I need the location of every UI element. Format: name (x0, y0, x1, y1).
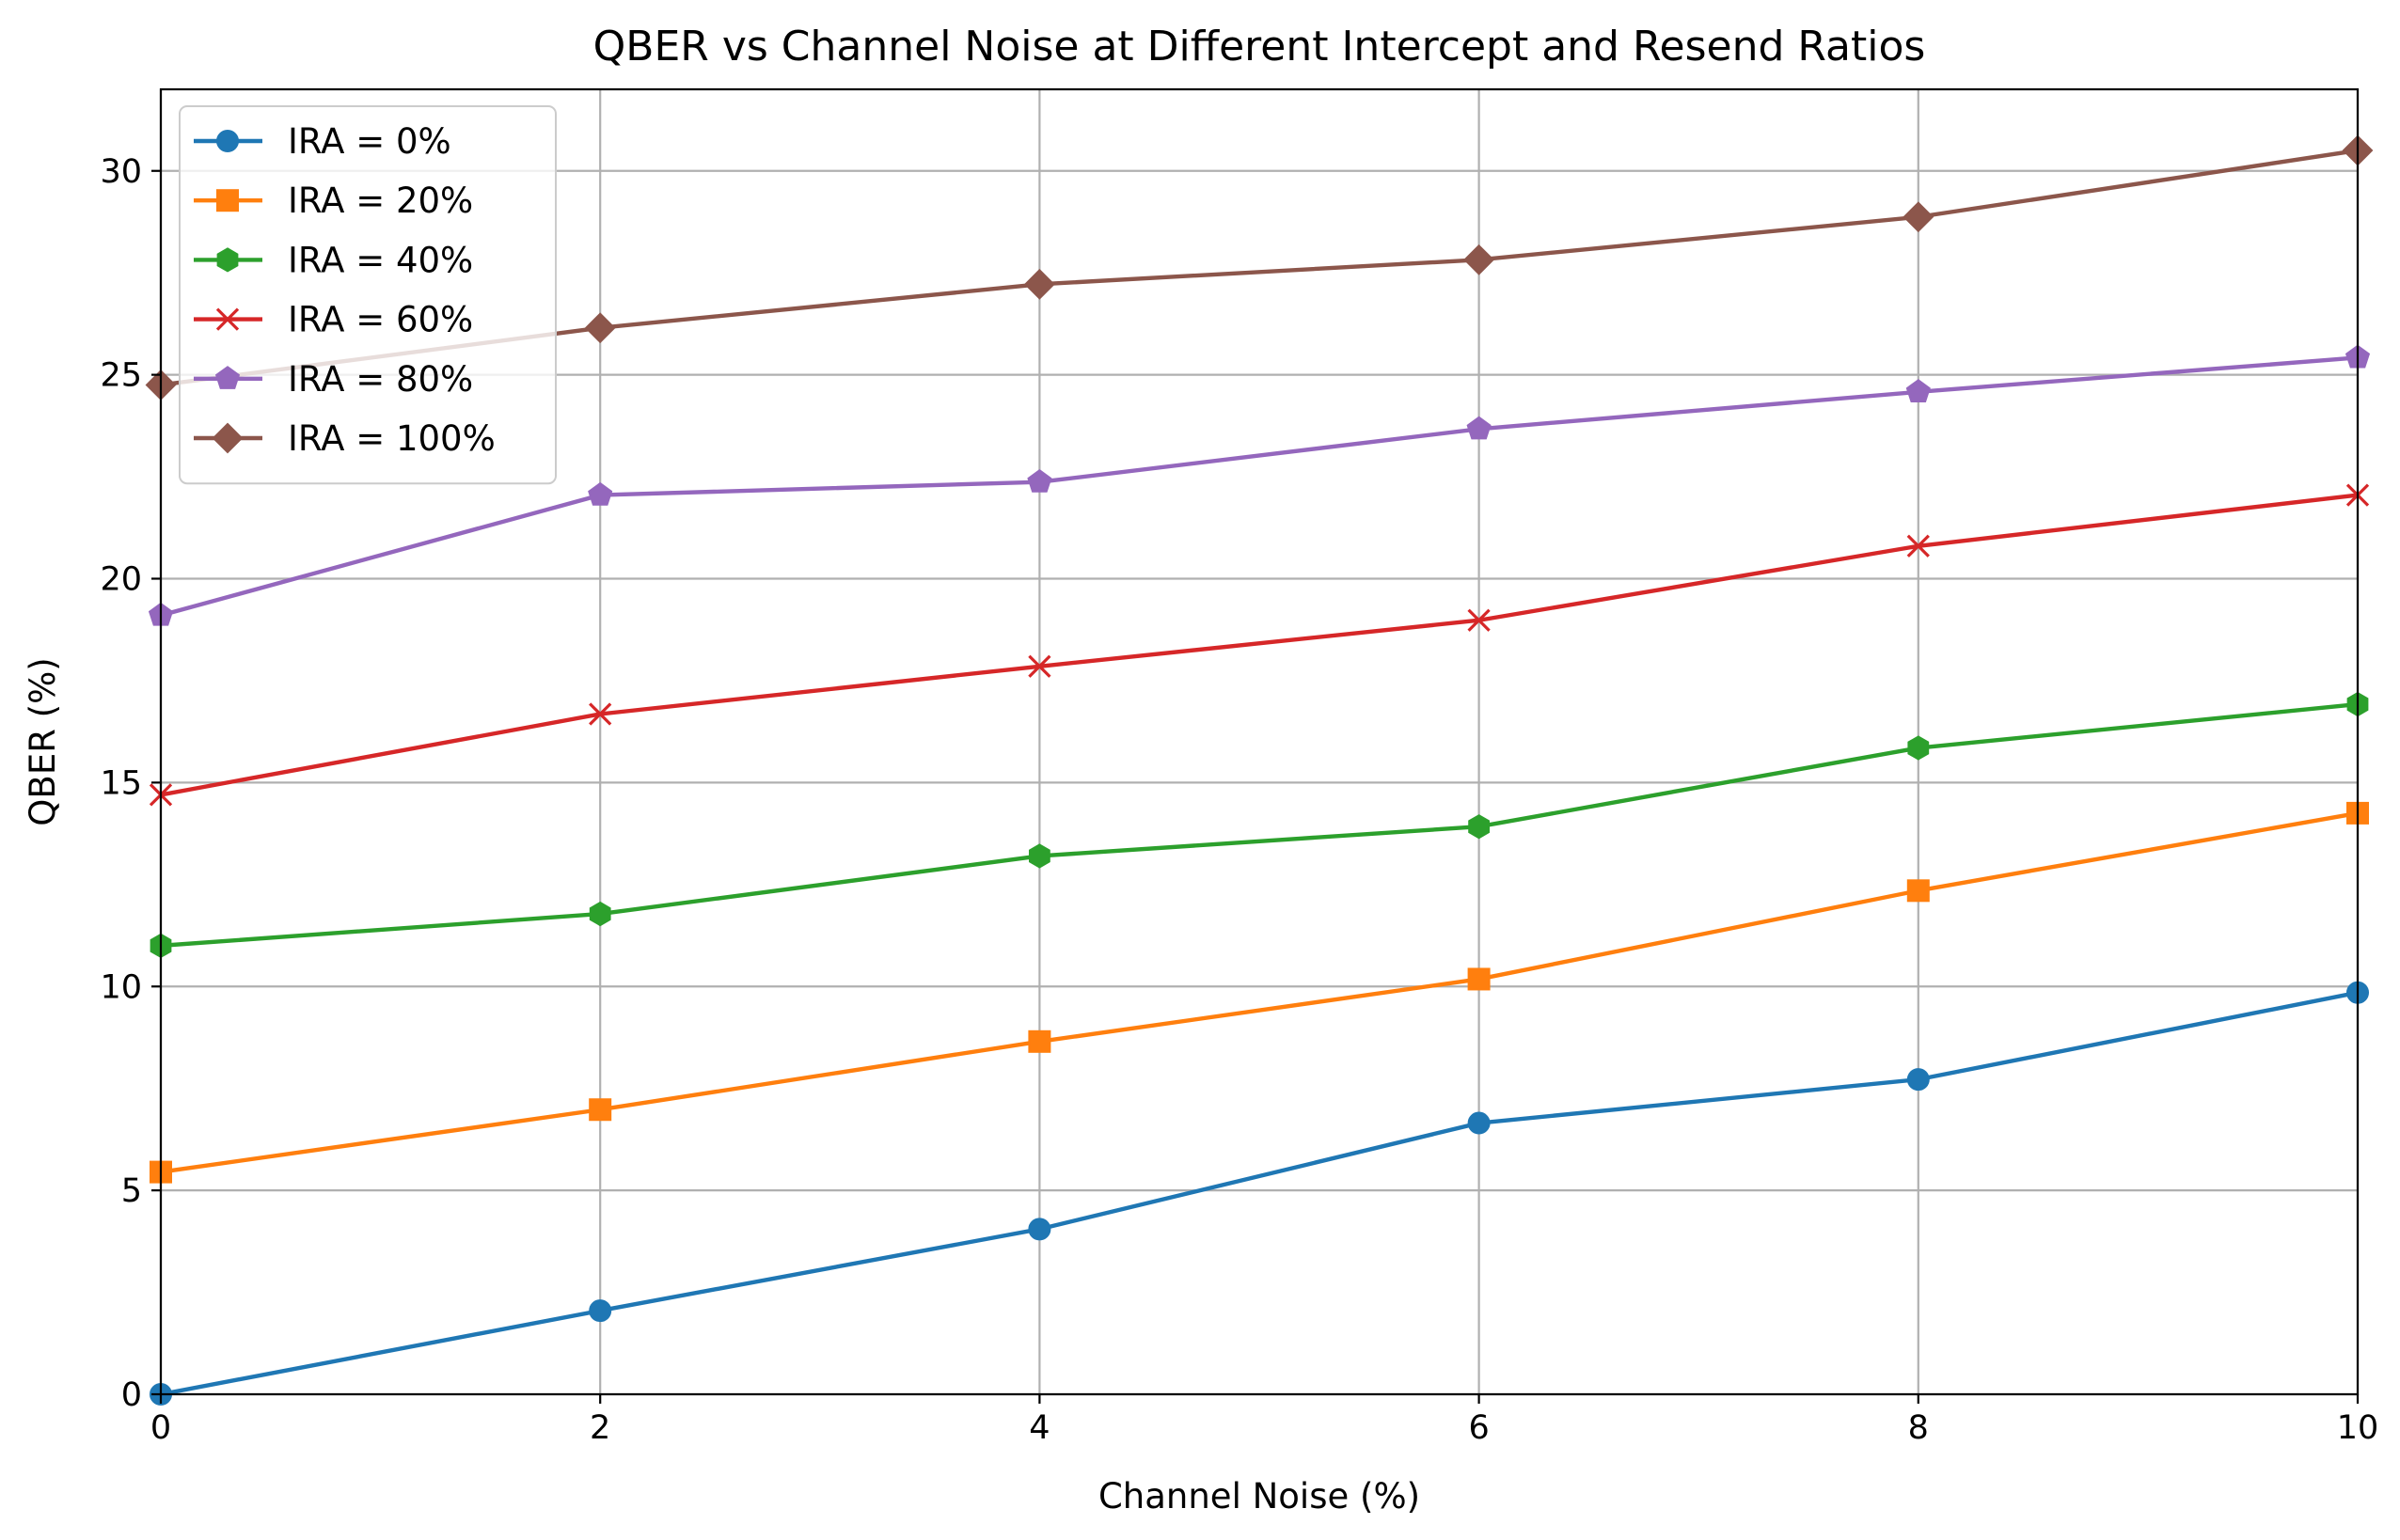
data-point (1028, 1218, 1051, 1241)
data-point (1906, 534, 1930, 558)
chart-title: QBER vs Channel Noise at Different Inter… (593, 23, 1926, 71)
data-point (588, 481, 613, 506)
x-tick-label: 10 (2337, 1409, 2379, 1447)
y-tick-label: 0 (121, 1376, 142, 1414)
y-tick-label: 5 (121, 1172, 142, 1210)
data-point (1466, 416, 1492, 440)
data-point (1907, 735, 1930, 761)
x-axis-label: Channel Noise (%) (1098, 1476, 1420, 1516)
legend-item: IRA = 0% (194, 121, 451, 162)
legend-label: IRA = 0% (288, 121, 451, 162)
data-point (1467, 1111, 1491, 1135)
data-point (589, 702, 612, 726)
y-tick-label: 25 (100, 357, 142, 395)
legend-item: IRA = 40% (194, 240, 473, 280)
data-point (589, 1098, 612, 1122)
x-tick-label: 6 (1468, 1409, 1489, 1447)
legend-marker (216, 189, 239, 212)
series-1 (150, 801, 2369, 1184)
y-tick-label: 30 (100, 153, 142, 191)
x-tick-label: 2 (590, 1409, 610, 1447)
x-tick-label: 0 (150, 1409, 171, 1447)
legend-item: IRA = 100% (194, 418, 496, 459)
series-4 (148, 344, 2371, 626)
series-3 (149, 483, 2370, 807)
y-tick-label: 20 (100, 561, 142, 599)
legend-marker (215, 307, 240, 331)
legend-label: IRA = 60% (288, 300, 473, 340)
series-line (158, 355, 2361, 619)
data-point (1027, 468, 1052, 493)
data-point (589, 901, 611, 927)
y-tick-label: 15 (100, 764, 142, 802)
legend-marker (214, 366, 241, 389)
legend-item: IRA = 20% (194, 181, 473, 221)
data-point (1906, 1068, 1930, 1092)
data-point (1028, 1029, 1051, 1053)
legend: IRA = 0% IRA = 20% IRA = 40% IRA = 60% IRA =… (179, 105, 557, 485)
series-line (158, 701, 2361, 949)
y-tick-label: 10 (100, 968, 142, 1006)
legend-label: IRA = 40% (288, 240, 473, 280)
legend-marker (216, 247, 239, 273)
data-point (1028, 654, 1051, 678)
data-point (1023, 268, 1055, 300)
legend-label: IRA = 100% (288, 418, 496, 459)
legend-item: IRA = 80% (194, 359, 473, 400)
series-line (158, 810, 2361, 1175)
legend-marker (216, 130, 239, 152)
data-point (589, 1299, 612, 1323)
data-point (1463, 244, 1495, 275)
y-axis-label: QBER (%) (23, 657, 63, 825)
y-axis-ticks: 0 5 10 15 20 25 30 (100, 153, 161, 1414)
data-point (584, 312, 616, 344)
legend-box (179, 105, 557, 485)
x-tick-label: 8 (1908, 1409, 1929, 1447)
data-point (1467, 608, 1491, 632)
data-point (1029, 843, 1050, 869)
legend-item: IRA = 60% (194, 300, 473, 340)
data-point (1468, 814, 1490, 840)
series-line (158, 990, 2361, 1397)
data-point (1903, 201, 1934, 233)
legend-marker (212, 422, 244, 454)
data-point (1906, 879, 1930, 903)
plot-frame (159, 87, 2360, 1396)
data-point (1467, 967, 1491, 991)
legend-label: IRA = 20% (288, 181, 473, 221)
series-line (158, 493, 2361, 797)
x-tick-label: 4 (1029, 1409, 1050, 1447)
legend-label: IRA = 80% (288, 359, 473, 400)
data-point (1905, 379, 1931, 402)
x-axis-ticks: 0 2 4 6 8 10 (150, 1394, 2378, 1447)
